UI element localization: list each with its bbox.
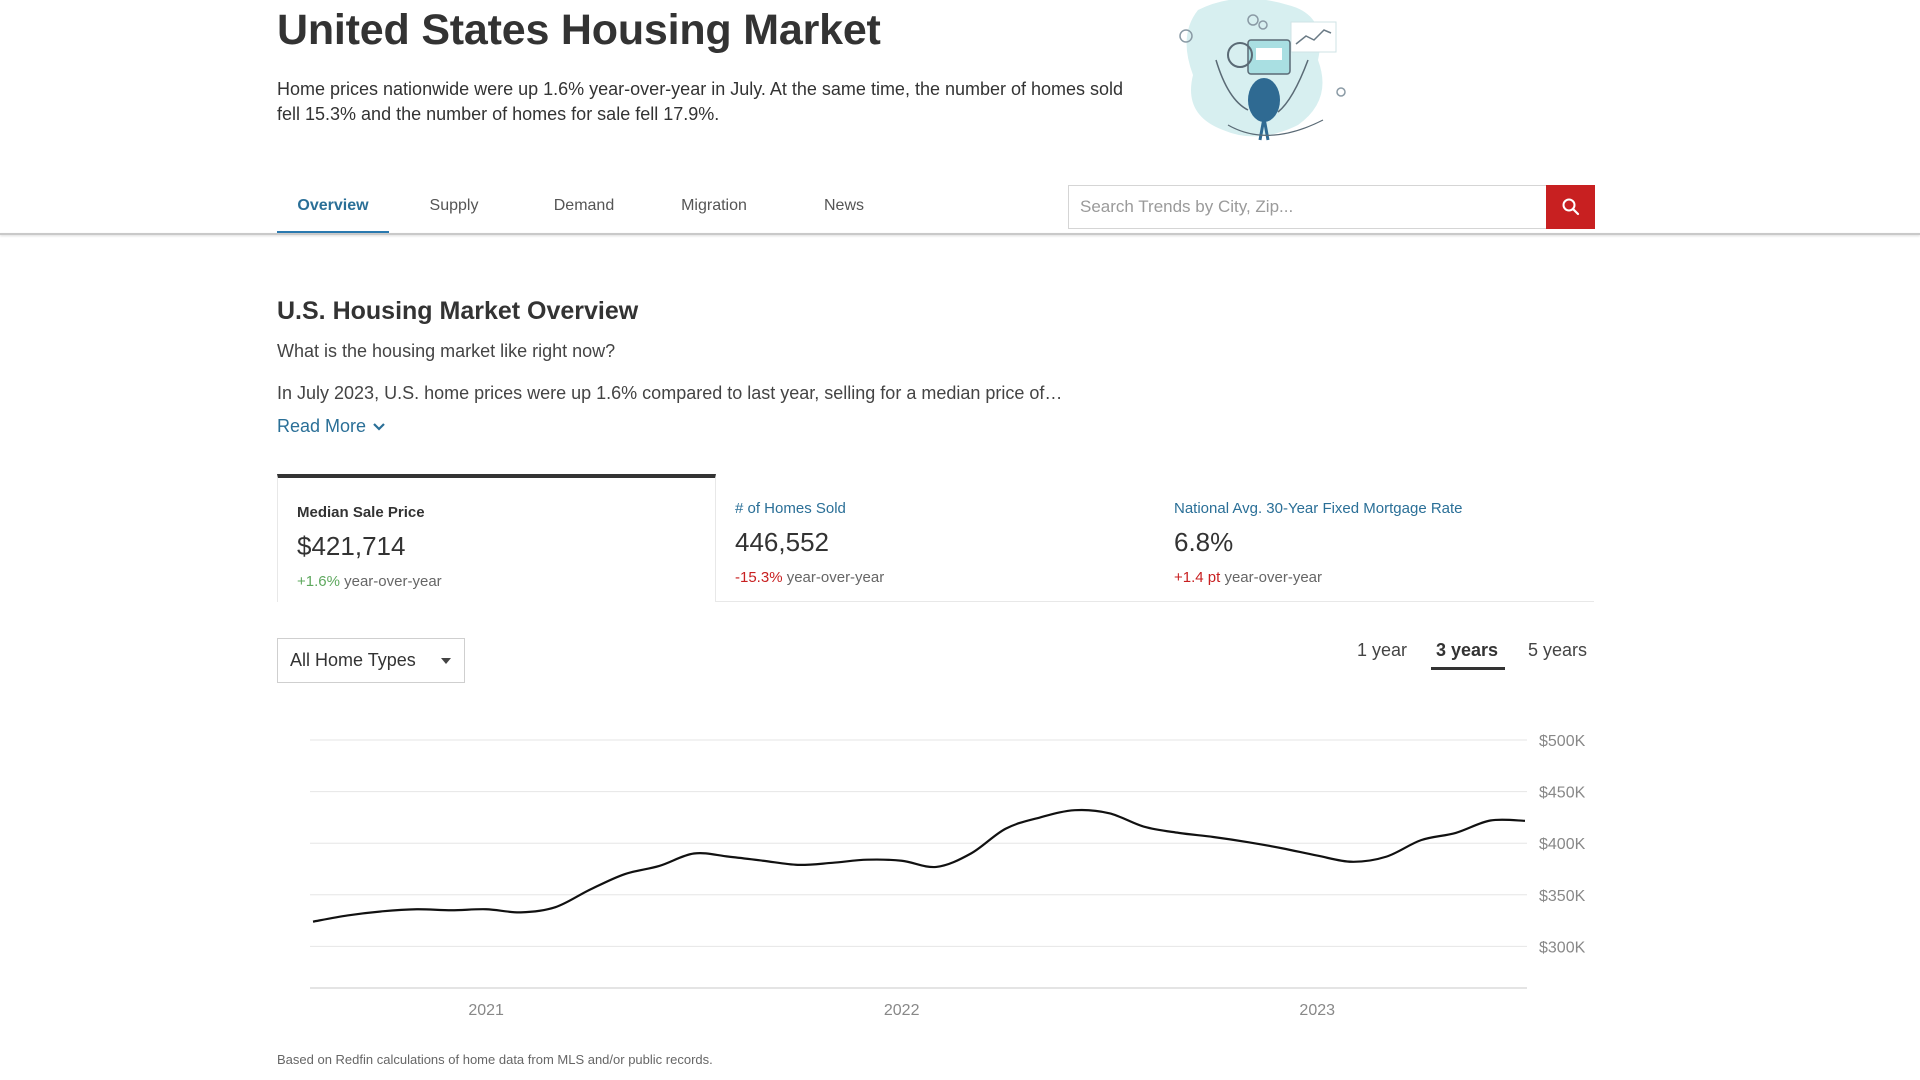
home-type-selected: All Home Types bbox=[290, 650, 416, 670]
time-range-selector: 1 year 3 years 5 years bbox=[1350, 638, 1595, 674]
metric-change: +1.4 pt year-over-year bbox=[1174, 569, 1575, 586]
metric-median-sale-price[interactable]: Median Sale Price $421,714 +1.6% year-ov… bbox=[277, 474, 716, 602]
overview-title: U.S. Housing Market Overview bbox=[277, 297, 639, 325]
tab-divider bbox=[0, 233, 1920, 235]
metric-value: 446,552 bbox=[735, 527, 829, 557]
search-button[interactable] bbox=[1546, 185, 1595, 229]
y-tick-label: $450K bbox=[1539, 785, 1586, 802]
metric-label: # of Homes Sold bbox=[735, 500, 846, 517]
median-price-chart: $500K $450K $400K $350K $300K 2021 2022 2023 bbox=[310, 733, 1586, 1019]
tab-news[interactable]: News bbox=[823, 197, 864, 214]
tab-migration[interactable]: Migration bbox=[681, 197, 747, 214]
search-bar bbox=[1068, 185, 1595, 229]
metric-label: National Avg. 30-Year Fixed Mortgage Rat… bbox=[1174, 500, 1463, 517]
range-5-years[interactable]: 5 years bbox=[1528, 640, 1588, 660]
x-tick-label: 2023 bbox=[1299, 1002, 1335, 1019]
tab-overview[interactable]: Overview bbox=[277, 180, 389, 234]
median-price-line bbox=[312, 808, 1526, 923]
metric-value: 6.8% bbox=[1174, 527, 1234, 557]
y-tick-label: $300K bbox=[1539, 939, 1586, 956]
range-1-year[interactable]: 1 year bbox=[1357, 640, 1408, 660]
housing-illustration bbox=[1179, 0, 1346, 141]
active-range-indicator bbox=[1431, 667, 1505, 670]
metric-value: $421,714 bbox=[297, 531, 406, 561]
y-tick-label: $400K bbox=[1539, 836, 1586, 853]
footnote: Based on Redfin calculations of home dat… bbox=[277, 1052, 713, 1067]
y-tick-label: $350K bbox=[1539, 888, 1586, 905]
chevron-down-icon bbox=[373, 422, 385, 431]
overview-summary: In July 2023, U.S. home prices were up 1… bbox=[277, 383, 1063, 403]
tab-supply[interactable]: Supply bbox=[429, 197, 479, 214]
page-description: Home prices nationwide were up 1.6% year… bbox=[277, 79, 1124, 124]
metric-change-value: +1.6% bbox=[297, 573, 340, 590]
tab-demand[interactable]: Demand bbox=[553, 197, 615, 214]
metric-cards: Median Sale Price $421,714 +1.6% year-ov… bbox=[277, 474, 1594, 602]
metric-change-value: -15.3% bbox=[735, 569, 783, 586]
caret-down-icon bbox=[441, 657, 451, 664]
y-tick-label: $500K bbox=[1539, 733, 1586, 750]
search-input[interactable] bbox=[1068, 185, 1546, 229]
read-more-label: Read More bbox=[277, 416, 367, 436]
search-icon bbox=[1562, 198, 1579, 216]
metric-change: -15.3% year-over-year bbox=[735, 569, 1136, 586]
metric-change-suffix: year-over-year bbox=[1224, 569, 1322, 586]
range-3-years[interactable]: 3 years bbox=[1436, 640, 1499, 660]
metric-change: +1.6% year-over-year bbox=[297, 573, 696, 590]
metric-change-suffix: year-over-year bbox=[344, 573, 442, 590]
metric-mortgage-rate[interactable]: National Avg. 30-Year Fixed Mortgage Rat… bbox=[1155, 474, 1594, 602]
read-more-link[interactable]: Read More bbox=[277, 416, 386, 437]
x-tick-label: 2022 bbox=[884, 1002, 920, 1019]
metric-change-suffix: year-over-year bbox=[786, 569, 885, 586]
metric-label: Median Sale Price bbox=[297, 504, 425, 521]
page-title: United States Housing Market bbox=[277, 6, 881, 54]
metric-homes-sold[interactable]: # of Homes Sold 446,552 -15.3% year-over… bbox=[716, 474, 1155, 602]
home-type-dropdown[interactable]: All Home Types bbox=[277, 638, 465, 683]
metric-change-value: +1.4 pt bbox=[1174, 569, 1221, 586]
x-tick-label: 2021 bbox=[468, 1002, 504, 1019]
overview-subtitle: What is the housing market like right no… bbox=[277, 341, 616, 361]
market-tabs: Overview Supply Demand Migration News bbox=[277, 180, 909, 234]
